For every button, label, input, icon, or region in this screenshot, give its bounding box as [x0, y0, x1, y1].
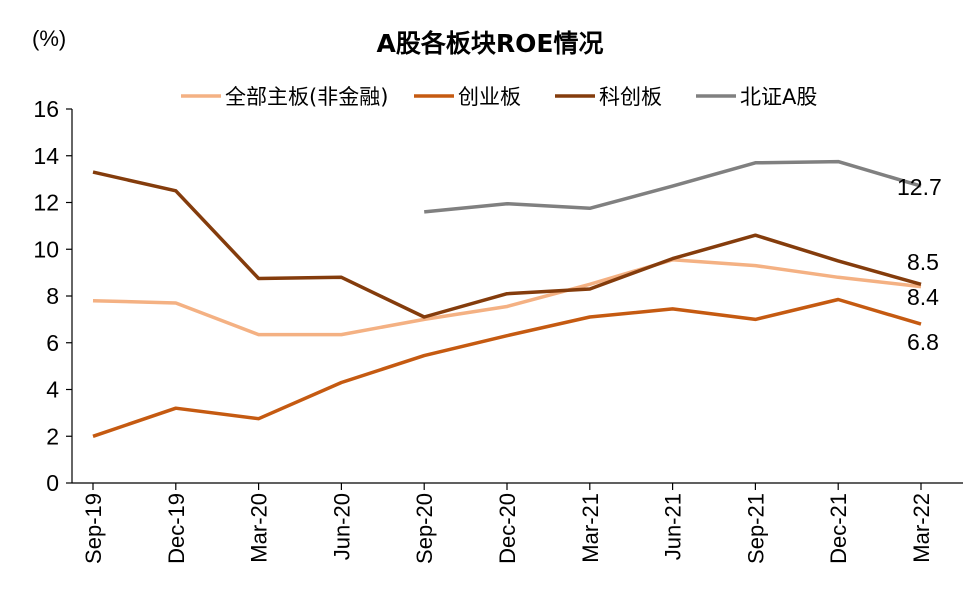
- end-labels: 8.4 6.8 8.5 12.7: [897, 174, 942, 355]
- x-tick-label: Mar-22: [909, 493, 934, 563]
- y-tick-label: 2: [46, 423, 59, 449]
- x-tick-label: Dec-20: [495, 493, 520, 564]
- y-unit-label: (%): [32, 26, 66, 51]
- series-line-2: [92, 170, 922, 319]
- y-tick-label: 0: [46, 470, 59, 496]
- legend-label: 北证A股: [740, 85, 817, 109]
- end-value-label-3: 12.7: [897, 174, 942, 200]
- x-tick-label: Mar-20: [247, 493, 272, 563]
- end-value-label-0: 8.4: [907, 284, 939, 310]
- y-tick-label: 8: [46, 283, 59, 309]
- end-value-label-2: 8.5: [907, 249, 939, 275]
- x-tick-label: Sep-21: [743, 493, 768, 564]
- x-tick-label: Jun-21: [661, 493, 686, 560]
- legend-item-1: 创业板: [414, 85, 521, 109]
- y-tick-label: 4: [46, 377, 59, 403]
- legend-label: 创业板: [458, 85, 521, 109]
- x-tick-label: Dec-19: [164, 493, 189, 564]
- series-line-0: [92, 258, 922, 337]
- series-line-1: [92, 297, 922, 438]
- legend-item-2: 科创板: [555, 85, 662, 109]
- x-tick-label: Jun-20: [329, 493, 354, 560]
- legend-item-0: 全部主板(非金融): [181, 85, 388, 109]
- y-tick-label: 10: [33, 236, 59, 262]
- end-value-label-1: 6.8: [907, 329, 939, 355]
- x-tick-label: Dec-21: [826, 493, 851, 564]
- x-tick-label: Mar-21: [578, 493, 603, 563]
- axes: 0 2 4 6 8 10 12 14 16 Sep-19 Dec-19 Mar-20 Jun-20 Sep…: [33, 96, 963, 564]
- y-tick-label: 16: [33, 96, 59, 122]
- legend: 全部主板(非金融) 创业板 科创板 北证A股: [181, 85, 817, 109]
- x-tick-label: Sep-20: [412, 493, 437, 564]
- y-tick-label: 6: [46, 330, 59, 356]
- legend-label: 全部主板(非金融): [225, 85, 388, 109]
- legend-item-3: 北证A股: [696, 85, 817, 109]
- y-tick-label: 12: [33, 190, 59, 216]
- series-lines: [92, 159, 922, 438]
- legend-label: 科创板: [599, 85, 662, 109]
- series-line-3: [424, 159, 922, 214]
- x-tick-label: Sep-19: [81, 493, 106, 564]
- y-tick-label: 14: [33, 143, 59, 169]
- chart-title: A股各板块ROE情况: [377, 29, 604, 58]
